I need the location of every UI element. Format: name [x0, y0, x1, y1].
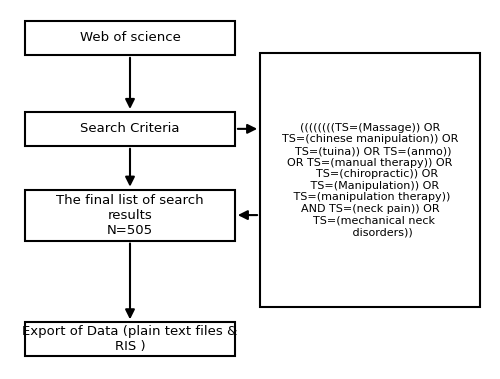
- FancyBboxPatch shape: [25, 112, 235, 146]
- FancyBboxPatch shape: [25, 21, 235, 55]
- Text: Search Criteria: Search Criteria: [80, 122, 180, 135]
- Text: Web of science: Web of science: [80, 31, 180, 44]
- Text: ((((((((TS=(Massage)) OR
TS=(chinese manipulation)) OR
  TS=(tuina)) OR TS=(anmo: ((((((((TS=(Massage)) OR TS=(chinese man…: [282, 123, 458, 237]
- FancyBboxPatch shape: [25, 190, 235, 241]
- Text: The final list of search
results
N=505: The final list of search results N=505: [56, 194, 204, 236]
- FancyBboxPatch shape: [25, 322, 235, 356]
- Text: Export of Data (plain text files &
RIS ): Export of Data (plain text files & RIS ): [22, 325, 238, 353]
- FancyBboxPatch shape: [260, 53, 480, 307]
